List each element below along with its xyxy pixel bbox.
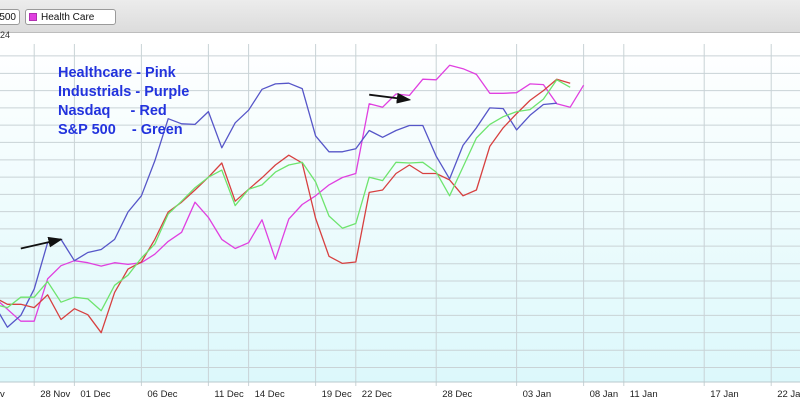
- x-tick-label: 03 Jan: [523, 389, 552, 400]
- tab-health-care[interactable]: Health Care: [25, 9, 116, 25]
- toolbar: 500 Health Care: [0, 0, 800, 33]
- x-tick-label: 19 Dec: [322, 389, 352, 400]
- year-label: 24: [0, 30, 11, 40]
- x-tick-label: 08 Jan: [590, 389, 619, 400]
- x-tick-label: 17 Jan: [710, 389, 739, 400]
- series-line-healthcare: [0, 64, 585, 322]
- x-tick-label: 22 Jan: [777, 389, 800, 400]
- series-line-industrials: [0, 82, 557, 328]
- legend-annotation: Industrials - Purple: [58, 84, 189, 100]
- legend-annotation: Nasdaq - Red: [58, 103, 167, 119]
- x-tick-label: 22 Dec: [362, 389, 392, 400]
- x-tick-label: 11 Jan: [630, 389, 658, 400]
- x-tick-label: 28 Dec: [442, 389, 472, 400]
- x-tick-label: 11 Dec: [214, 389, 244, 400]
- annotation-arrow: [20, 236, 63, 250]
- tab-sp500[interactable]: 500: [0, 9, 20, 25]
- x-tick-label: 28 Nov: [40, 389, 70, 400]
- tab-sp500-label: 500: [0, 12, 16, 23]
- legend-annotation: Healthcare - Pink: [58, 65, 177, 81]
- tab-health-care-label: Health Care: [41, 12, 95, 23]
- x-tick-label: 06 Dec: [147, 389, 177, 400]
- series-line-sp500: [0, 79, 571, 312]
- legend-annotation: S&P 500 - Green: [58, 122, 183, 138]
- x-tick-label: 01 Dec: [80, 389, 110, 400]
- series-line-nasdaq: [0, 78, 571, 334]
- x-tick-label: v: [0, 389, 5, 400]
- annotation-arrow: [369, 92, 412, 104]
- x-tick-label: 14 Dec: [255, 389, 285, 400]
- health-care-swatch-icon: [29, 13, 37, 21]
